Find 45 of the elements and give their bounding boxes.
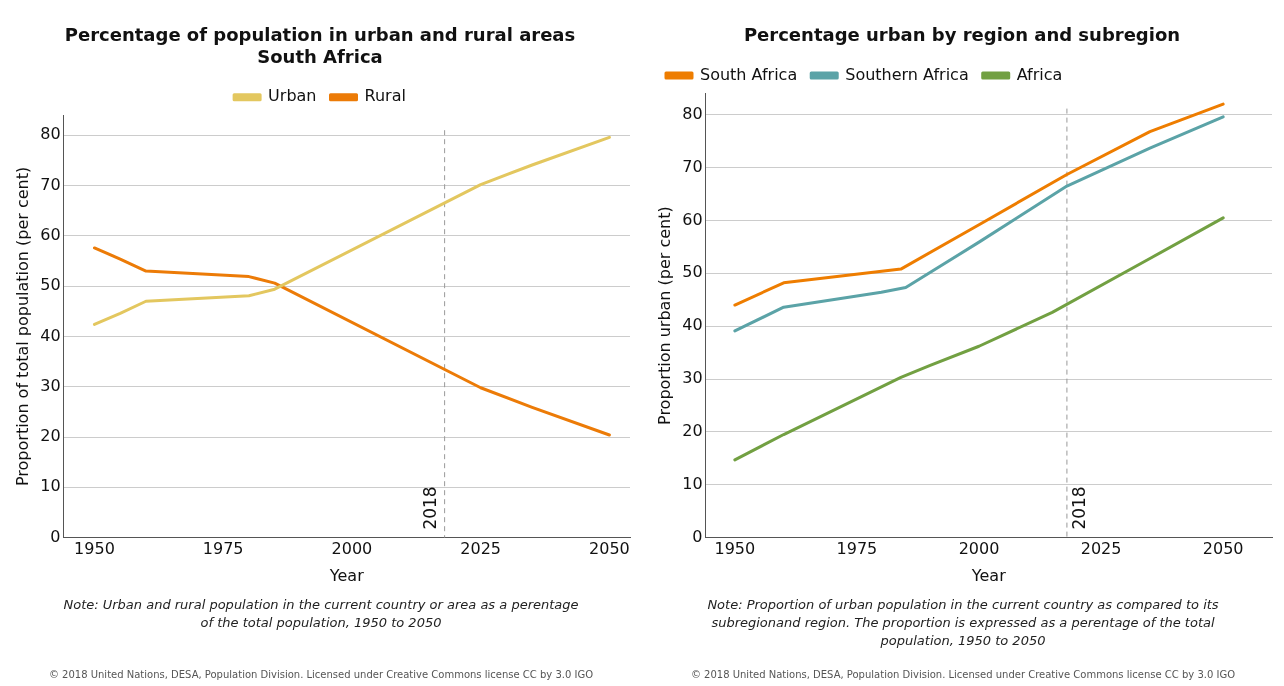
text: Note: Proportion of urban population in the current country as compared to its subregionand region. The proportion is expressed as a perentage of the total population, 1950 to 2050	[706, 596, 1220, 650]
x-tick-label: 1950	[714, 539, 756, 559]
chart-title: Percentage urban by region and subregion	[743, 24, 1181, 46]
x-tick-label: 1950	[74, 539, 115, 559]
y-tick-label: 0	[50, 526, 61, 546]
y-tick-label: 40	[40, 325, 61, 345]
x-axis-title: Year	[328, 565, 365, 585]
legend-label: Southern Africa	[845, 64, 969, 84]
x-tick-label: 1975	[836, 539, 878, 559]
y-tick-label: 20	[682, 421, 703, 441]
legend-label: Africa	[1016, 64, 1063, 84]
x-tick-label: 2025	[1080, 539, 1122, 559]
y-tick-label: 50	[40, 275, 61, 295]
x-tick-label: 2000	[331, 539, 373, 559]
chart-title: Percentage of population in urban and rural areas South Africa	[64, 24, 576, 68]
y-tick-label: 10	[682, 473, 703, 493]
x-tick-label: 2050	[589, 539, 630, 559]
y-tick-label: 60	[682, 209, 703, 229]
text: © 2018 United Nations, DESA, Population Division. Licensed under Creative Commons license CC by 3.0 IGO	[689, 669, 1237, 680]
y-axis-title: Proportion of total population (per cent)	[12, 166, 32, 487]
y-tick-label: 30	[682, 368, 703, 388]
y-tick-label: 80	[40, 124, 61, 144]
y-tick-label: 10	[40, 476, 61, 496]
text: Note: Urban and rural population in the current country or area as a perentage of the total population, 1950 to 2050	[62, 596, 580, 632]
ref-line-label: 2018	[1068, 486, 1089, 530]
y-tick-label: 60	[40, 225, 61, 245]
x-tick-label: 2050	[1202, 539, 1244, 559]
y-tick-label: 20	[40, 426, 61, 446]
y-axis-title: Proportion urban (per cent)	[654, 206, 674, 425]
y-tick-label: 70	[682, 156, 703, 176]
y-tick-label: 40	[682, 315, 703, 335]
y-tick-label: 70	[40, 174, 61, 194]
y-tick-label: 80	[682, 103, 703, 123]
x-axis-title: Year	[970, 565, 1007, 585]
y-tick-label: 30	[40, 375, 61, 395]
legend-label: South Africa	[700, 64, 798, 84]
legend-label: Rural	[364, 86, 406, 106]
x-tick-label: 2000	[958, 539, 1000, 559]
legend-label: Urban	[268, 86, 317, 106]
x-tick-label: 1975	[202, 539, 244, 559]
x-tick-label: 2025	[460, 539, 502, 559]
ref-line-label: 2018	[419, 486, 440, 530]
text: © 2018 United Nations, DESA, Population Division. Licensed under Creative Commons license CC by 3.0 IGO	[47, 669, 595, 680]
y-tick-label: 0	[692, 526, 703, 546]
y-tick-label: 50	[682, 262, 703, 282]
